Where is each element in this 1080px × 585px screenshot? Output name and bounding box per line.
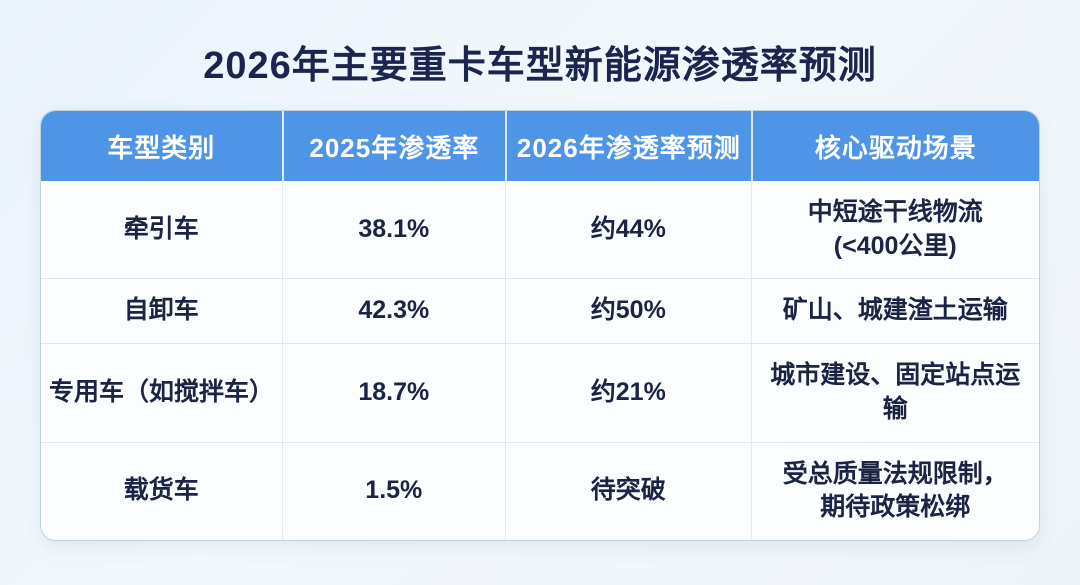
scenario-line: 中短途干线物流 [807,197,983,226]
column-header-rate-2026: 2026年渗透率预测 [505,111,751,181]
scenario-cell: 受总质量法规限制， 期待政策松绑 [750,442,1039,540]
rate-2025-cell: 1.5% [281,442,506,540]
rate-2025-cell: 42.3% [281,279,506,344]
scenario-line: 城市建设、固定站点运输 [770,361,1021,423]
vehicle-type-cell: 载货车 [123,476,199,505]
rate-2026-cell: 约44% [505,181,751,279]
rate-2026-cell: 约50% [505,279,751,344]
scenario-line: (<400公里) [833,231,957,260]
rate-2025-cell: 18.7% [281,344,506,442]
rate-2025-cell: 38.1% [281,181,506,279]
vehicle-type-cell: 专用车（如搅拌车） [49,377,275,406]
table-row: 专用车（如搅拌车） 18.7% 约21% 城市建设、固定站点运输 [41,343,1039,442]
scenario-cell: 城市建设、固定站点运输 [750,344,1039,442]
vehicle-type-cell: 牵引车 [123,214,199,243]
vehicle-type-cell: 自卸车 [123,296,199,325]
scenario-cell: 中短途干线物流 (<400公里) [750,181,1039,279]
rate-2026-cell: 待突破 [505,442,751,540]
scenario-line: 期待政策松绑 [820,493,971,522]
rate-2026-cell: 约21% [505,344,751,442]
scenario-line: 受总质量法规限制， [782,459,1008,488]
table-row: 牵引车 38.1% 约44% 中短途干线物流 (<400公里) [41,181,1039,279]
table-row: 自卸车 42.3% 约50% 矿山、城建渣土运输 [41,278,1039,344]
page-title: 2026年主要重卡车型新能源渗透率预测 [203,45,877,87]
prediction-table: 车型类别 2025年渗透率 2026年渗透率预测 核心驱动场景 牵引车 38.1… [40,110,1040,541]
scenario-line: 矿山、城建渣土运输 [782,296,1008,325]
column-header-rate-2025: 2025年渗透率 [281,111,506,181]
table-row: 载货车 1.5% 待突破 受总质量法规限制， 期待政策松绑 [41,441,1039,540]
column-header-scenario: 核心驱动场景 [750,111,1039,181]
table-header-row: 车型类别 2025年渗透率 2026年渗透率预测 核心驱动场景 [41,111,1039,181]
scenario-cell: 矿山、城建渣土运输 [750,279,1039,344]
column-header-vehicle-type: 车型类别 [107,132,216,163]
